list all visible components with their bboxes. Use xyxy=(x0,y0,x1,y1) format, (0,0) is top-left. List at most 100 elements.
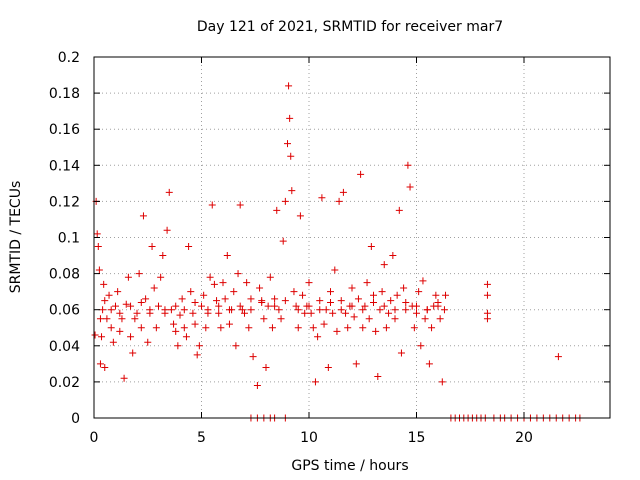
y-tick-label: 0.06 xyxy=(49,303,80,319)
data-point xyxy=(361,302,369,310)
data-point xyxy=(202,324,210,332)
data-point xyxy=(178,295,186,303)
data-point xyxy=(127,333,135,341)
data-point xyxy=(348,302,356,310)
data-point xyxy=(185,243,193,251)
data-point xyxy=(215,309,223,317)
data-point xyxy=(262,363,270,371)
x-tick-label: 15 xyxy=(408,430,426,446)
data-point xyxy=(127,302,135,310)
data-point xyxy=(393,291,401,299)
data-point xyxy=(337,306,345,314)
data-point xyxy=(385,309,393,317)
data-point xyxy=(376,306,384,314)
ticks: 0 5 10 15 20 0 0.02 0.04 0.06 0.08 0.1 0.12 0.14 0.16… xyxy=(49,50,610,446)
data-point xyxy=(268,324,276,332)
y-tick-label: 0 xyxy=(71,411,80,427)
data-point xyxy=(309,324,317,332)
data-point xyxy=(404,161,412,169)
data-point xyxy=(395,206,403,214)
data-point xyxy=(305,279,313,287)
data-point xyxy=(281,297,289,305)
data-point xyxy=(367,243,375,251)
data-point xyxy=(159,252,167,260)
data-point xyxy=(225,306,233,314)
data-point xyxy=(339,188,347,196)
y-tick-label: 0.08 xyxy=(49,267,80,283)
data-point xyxy=(421,315,429,323)
data-point xyxy=(286,114,294,122)
data-point xyxy=(204,309,212,317)
data-point xyxy=(292,302,300,310)
data-point xyxy=(410,324,418,332)
data-point xyxy=(359,324,367,332)
data-point xyxy=(374,372,382,380)
data-point xyxy=(413,309,420,317)
data-point xyxy=(342,309,350,317)
data-point xyxy=(124,273,132,281)
data-point xyxy=(432,291,440,299)
data-point xyxy=(419,277,427,285)
data-point xyxy=(391,306,399,314)
data-point xyxy=(372,327,380,335)
data-point xyxy=(425,360,433,368)
data-point xyxy=(122,300,130,308)
data-point xyxy=(275,306,283,314)
data-point xyxy=(337,297,345,305)
data-point xyxy=(281,197,289,205)
data-point xyxy=(172,327,180,335)
data-point xyxy=(93,230,101,238)
data-point xyxy=(157,273,165,281)
data-point xyxy=(363,279,371,287)
data-point xyxy=(316,297,324,305)
data-point xyxy=(442,291,450,299)
data-point xyxy=(333,327,341,335)
data-point xyxy=(417,342,425,350)
data-point xyxy=(327,298,334,306)
data-point xyxy=(380,302,388,310)
data-point xyxy=(359,306,367,314)
data-point xyxy=(219,279,227,287)
data-point xyxy=(258,298,266,306)
data-point xyxy=(402,306,410,314)
data-point xyxy=(389,252,397,260)
data-point xyxy=(247,306,255,314)
data-point xyxy=(99,306,107,314)
data-point xyxy=(406,183,414,191)
x-axis-label: GPS time / hours xyxy=(291,458,408,474)
data-point xyxy=(180,324,188,332)
data-point xyxy=(116,327,124,335)
data-point xyxy=(266,273,274,281)
data-point xyxy=(193,351,201,359)
data-point xyxy=(116,309,124,317)
data-point xyxy=(285,82,293,90)
data-point xyxy=(241,309,248,317)
data-point xyxy=(483,280,491,288)
data-point xyxy=(438,378,446,386)
data-point xyxy=(277,315,285,323)
data-point xyxy=(483,291,491,299)
data-point xyxy=(152,324,160,332)
data-point xyxy=(318,194,326,202)
chart-title: Day 121 of 2021, SRMTID for receiver mar… xyxy=(197,19,503,35)
data-point xyxy=(198,302,205,310)
data-point xyxy=(296,212,304,220)
data-point xyxy=(284,140,291,148)
y-tick-label: 0.12 xyxy=(49,194,80,210)
data-point xyxy=(400,284,408,292)
data-point xyxy=(144,338,152,346)
data-point xyxy=(378,288,386,296)
data-point xyxy=(253,382,261,390)
data-point xyxy=(101,363,109,371)
data-point xyxy=(357,170,365,178)
data-point xyxy=(391,315,399,323)
data-point xyxy=(131,315,139,323)
data-point xyxy=(423,306,431,314)
data-point xyxy=(118,315,126,323)
data-point xyxy=(100,280,108,288)
data-point xyxy=(352,360,360,368)
data-point xyxy=(120,374,128,382)
data-point xyxy=(217,324,225,332)
y-tick-label: 0.14 xyxy=(49,158,80,174)
